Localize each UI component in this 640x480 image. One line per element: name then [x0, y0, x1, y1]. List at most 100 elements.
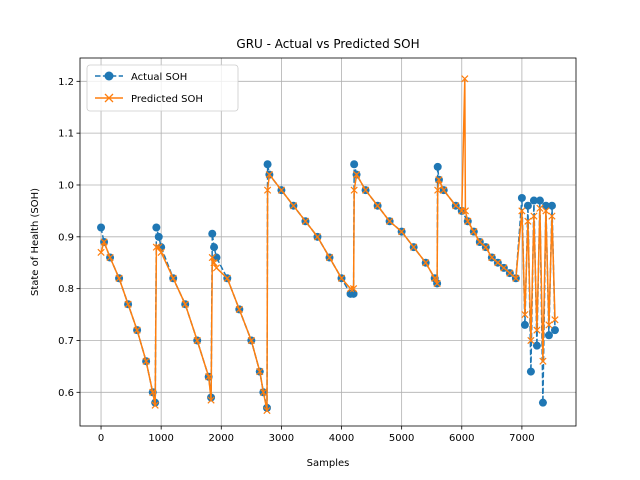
predicted-soh-point [208, 253, 216, 262]
actual-soh-point [544, 331, 553, 340]
predicted-soh-point [410, 243, 418, 251]
x-tick-label: 5000 [389, 433, 414, 444]
predicted-soh-point [373, 202, 382, 210]
x-tick-label: 6000 [449, 433, 474, 444]
predicted-soh-point [521, 310, 529, 319]
predicted-soh-point [470, 228, 478, 236]
x-tick-label: 3000 [269, 433, 294, 444]
actual-soh-point [532, 341, 541, 350]
predicted-soh-point [256, 367, 264, 376]
x-tick-label: 1000 [148, 433, 173, 444]
predicted-soh-point [398, 228, 406, 236]
predicted-soh-point [434, 186, 442, 194]
predicted-soh-point [259, 388, 267, 396]
actual-soh-point [541, 201, 550, 210]
predicted-soh-point [542, 207, 550, 215]
predicted-soh-point [464, 217, 472, 225]
predicted-soh-point [325, 253, 334, 262]
predicted-soh-point [545, 321, 553, 329]
legend-actual-marker [104, 71, 114, 81]
predicted-soh-point [212, 264, 221, 272]
actual-soh-point [263, 160, 272, 169]
legend-box [86, 64, 239, 112]
predicted-soh-point [337, 274, 346, 282]
predicted-soh-point [431, 274, 439, 282]
predicted-soh-point [533, 326, 541, 334]
predicted-soh-point [313, 233, 322, 241]
plot-frame [79, 57, 577, 427]
actual-soh-point [350, 160, 359, 169]
predicted-soh-point [133, 326, 141, 334]
predicted-soh-point [100, 238, 108, 246]
predicted-soh-point [494, 259, 502, 267]
y-axis-label: State of Health (SOH) [30, 188, 41, 296]
actual-soh-point [523, 201, 532, 210]
predicted-soh-point [524, 217, 532, 225]
predicted-soh-point [149, 388, 157, 396]
predicted-soh-point [289, 202, 298, 210]
actual-soh-point [154, 232, 163, 241]
predicted-soh-point [247, 336, 255, 345]
predicted-soh-point [235, 305, 243, 314]
predicted-soh-point [539, 357, 547, 365]
y-tick-label: 0.7 [58, 336, 74, 347]
legend-predicted-label: Predicted SOH [131, 94, 203, 105]
predicted-soh-point [440, 186, 448, 194]
x-tick-label: 0 [98, 433, 104, 444]
x-axis: 0 1000 2000 3000 4000 5000 6000 7000 [98, 426, 535, 444]
series-layer [97, 75, 559, 415]
predicted-soh-point [263, 406, 271, 415]
actual-soh-point [210, 243, 219, 252]
actual-soh-point [520, 320, 529, 329]
predicted-soh-point [124, 300, 132, 308]
predicted-soh-point [352, 170, 361, 179]
y-tick-label: 0.8 [58, 284, 74, 295]
predicted-soh-point [263, 186, 272, 194]
predicted-soh-point [385, 217, 394, 225]
actual-soh-point [529, 196, 538, 205]
predicted-soh-point [210, 259, 218, 267]
x-axis-label: Samples [307, 458, 350, 469]
chart-title: GRU - Actual vs Predicted SOH [236, 37, 419, 51]
y-tick-label: 1.2 [58, 77, 74, 88]
y-tick-label: 0.9 [58, 232, 74, 243]
actual-soh-point [517, 193, 526, 202]
predicted-soh-point [488, 253, 496, 262]
actual-soh-point [97, 223, 106, 232]
y-tick-label: 0.6 [58, 388, 74, 399]
actual-soh-point [550, 326, 559, 335]
legend-actual-label: Actual SOH [131, 72, 187, 83]
y-tick-label: 1.0 [58, 180, 74, 191]
predicted-soh-point [157, 248, 165, 256]
predicted-soh-point [169, 274, 177, 282]
predicted-soh-point [433, 279, 441, 288]
predicted-soh-point [527, 336, 535, 345]
legend: Actual SOH Predicted SOH [86, 64, 239, 112]
actual-soh-point [538, 398, 547, 407]
predicted-soh-point [142, 357, 150, 365]
predicted-soh-point [512, 274, 520, 282]
grid-lines [80, 58, 576, 426]
predicted-soh-point [452, 202, 460, 210]
predicted-soh-point [350, 186, 358, 194]
actual-soh-point [547, 201, 556, 210]
predicted-soh-point [551, 316, 559, 324]
predicted-soh-point [530, 212, 538, 220]
predicted-soh-point [476, 238, 484, 246]
predicted-soh-point [461, 75, 469, 83]
actual-soh-point [535, 196, 544, 205]
x-tick-label: 2000 [209, 433, 234, 444]
y-tick-label: 1.1 [58, 129, 74, 140]
predicted-soh-point [205, 373, 213, 381]
predicted-soh-point [518, 207, 526, 215]
predicted-soh-point [461, 207, 470, 215]
predicted-soh-point [265, 170, 274, 179]
predicted-soh-point [346, 285, 355, 293]
predicted-soh-point [193, 336, 201, 345]
predicted-soh-point [155, 243, 163, 251]
predicted-soh-point [151, 401, 159, 409]
actual-soh-point [152, 223, 161, 232]
predicted-soh-point [361, 186, 370, 194]
actual-soh-point [208, 229, 217, 238]
